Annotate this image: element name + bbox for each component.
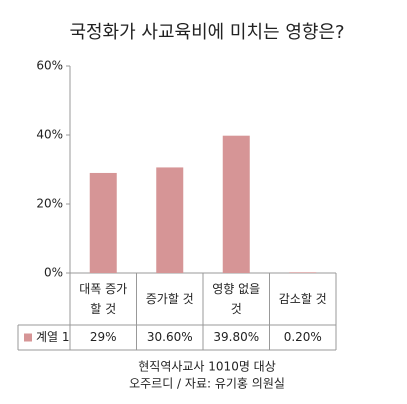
bar [222, 135, 250, 273]
value-label: 30.60% [147, 330, 193, 344]
y-tick-label: 40% [36, 128, 63, 142]
x-tick-label: 감소할 것 [270, 273, 337, 325]
x-tick-label: 대폭 증가할 것 [70, 273, 137, 325]
chart-title: 국정화가 사교육비에 미치는 영향은? [69, 22, 344, 43]
bar [89, 172, 117, 273]
x-tick-label-text: 영향 없을 것 [212, 282, 261, 316]
x-tick-label-text: 증가할 것 [145, 292, 194, 306]
y-tick-label: 60% [36, 59, 63, 73]
value-label: 0.20% [284, 330, 322, 344]
x-tick-label-text: 감소할 것 [278, 292, 327, 306]
value-label: 29% [90, 330, 117, 344]
note: 오주르디 / 자료: 유기홍 의원실 [129, 377, 285, 391]
x-tick-label-text: 대폭 증가할 것 [79, 282, 128, 316]
legend-label: 계열 1 [36, 330, 70, 344]
value-label: 39.80% [213, 330, 259, 344]
bar [156, 167, 184, 273]
y-tick-label: 20% [36, 197, 63, 211]
bar [289, 272, 317, 273]
legend-swatch [24, 333, 32, 342]
x-tick-label: 영향 없을 것 [203, 273, 270, 325]
y-tick-label: 0% [44, 266, 63, 280]
x-tick-label: 증가할 것 [137, 273, 204, 325]
note: 현직역사교사 1010명 대상 [138, 360, 276, 374]
